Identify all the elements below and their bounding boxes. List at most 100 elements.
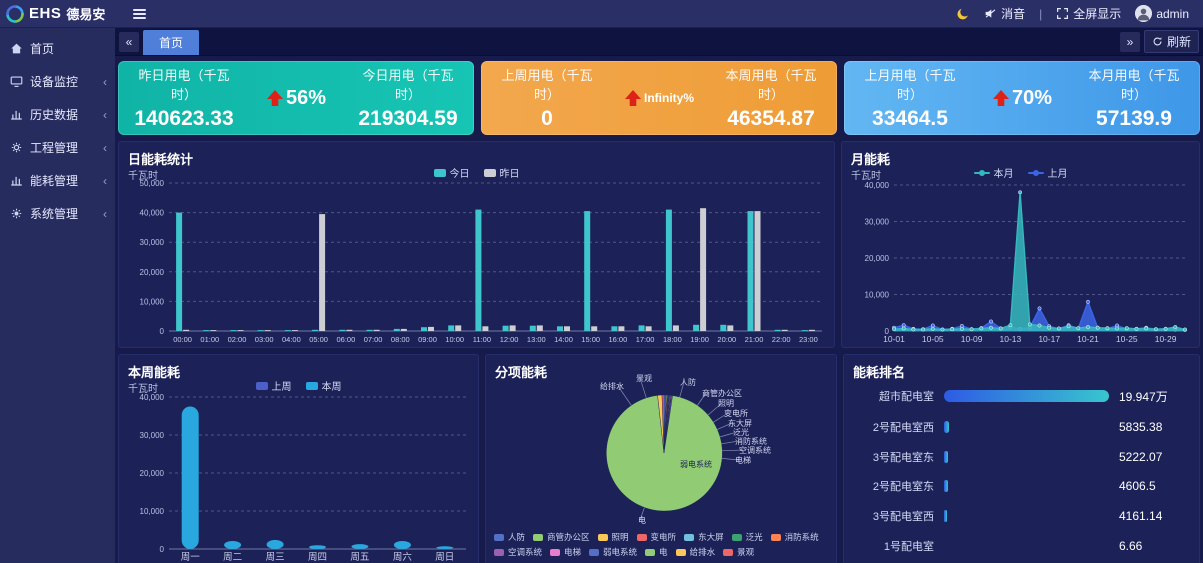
sidebar-item-home[interactable]: 首页 — [0, 32, 115, 65]
pie-label: 照明 — [718, 399, 734, 408]
panel-title: 本周能耗 — [128, 365, 181, 380]
svg-text:21:00: 21:00 — [745, 335, 764, 344]
legend-item[interactable]: 消防系统 — [770, 531, 819, 543]
card-value: 33464.5 — [872, 107, 948, 130]
sidebar-item-system-mgmt[interactable]: 系统管理 ‹ — [0, 197, 115, 230]
gear-icon — [11, 208, 22, 219]
bar — [176, 212, 183, 331]
theme-moon-icon[interactable] — [956, 7, 970, 21]
sidebar-item-history-data[interactable]: 历史数据 ‹ — [0, 98, 115, 131]
pie-leader-line — [721, 449, 744, 452]
bar — [611, 326, 618, 331]
pie-leader-line — [719, 431, 738, 438]
brand-cn-name: 德易安 — [66, 7, 106, 22]
sidebar-item-engineering[interactable]: 工程管理 ‹ — [0, 131, 115, 164]
ranking-bar — [944, 510, 948, 523]
svg-text:20,000: 20,000 — [865, 254, 890, 263]
pie-leader-line — [721, 440, 740, 445]
card-label: 上月用电（千瓦时） — [864, 68, 956, 102]
refresh-button[interactable]: 刷新 — [1143, 30, 1199, 53]
mute-button[interactable]: 消音 — [984, 5, 1025, 22]
tabs-expand-button[interactable]: » — [1119, 31, 1140, 52]
ranking-row: 3号配电室东 5222.07 — [850, 449, 1191, 465]
bar — [346, 329, 353, 331]
marker — [959, 326, 964, 331]
sidebar-item-label: 能耗管理 — [30, 174, 79, 188]
bar — [421, 327, 427, 331]
main-content: 昨日用电（千瓦时） 140623.33 56% 今日用电（千瓦时） 219304… — [115, 56, 1203, 563]
y-axis-unit: 千瓦时 — [128, 384, 158, 395]
bar — [482, 326, 489, 331]
svg-text:0: 0 — [160, 545, 165, 554]
card-value: 0 — [541, 107, 553, 130]
sidebar-item-energy-mgmt[interactable]: 能耗管理 ‹ — [0, 164, 115, 197]
fullscreen-button[interactable]: 全屏显示 — [1056, 5, 1121, 22]
svg-text:02:00: 02:00 — [228, 335, 247, 344]
sidebar-item-device-monitor[interactable]: 设备监控 ‹ — [0, 65, 115, 98]
legend-item[interactable]: 人防 — [494, 531, 525, 543]
bar — [319, 214, 326, 331]
tabs-collapse-button[interactable]: « — [119, 31, 139, 52]
legend-item[interactable]: 空调系统 — [494, 546, 542, 558]
legend-item[interactable]: 给排水 — [675, 546, 715, 558]
svg-text:0: 0 — [885, 327, 890, 336]
legend-item[interactable]: 弱电系统 — [589, 546, 637, 558]
bar — [366, 329, 373, 331]
navbar-divider: | — [1039, 6, 1043, 21]
pie-label: 空调系统 — [739, 446, 771, 455]
legend-item[interactable]: 景观 — [723, 546, 754, 558]
legend-item[interactable]: 泛光 — [731, 531, 763, 543]
ranking-value: 4606.5 — [1119, 479, 1156, 494]
svg-text:09:00: 09:00 — [418, 335, 437, 344]
legend-item[interactable]: 东大屏 — [684, 531, 724, 543]
svg-text:10,000: 10,000 — [140, 507, 165, 516]
legend-item[interactable]: 变电所 — [636, 531, 676, 543]
avatar — [1135, 5, 1153, 22]
legend-item[interactable]: 电 — [645, 546, 668, 558]
subitem-energy-panel: 分项能耗 人防 商管办公区 照明 变电所 东大屏 泛光 消防系统 空调系统 电梯 弱电系统电给排水… — [485, 354, 837, 563]
hamburger-menu-icon[interactable] — [133, 8, 146, 19]
svg-text:30,000: 30,000 — [140, 431, 165, 440]
marker — [989, 325, 993, 330]
weekly-energy-panel: 本周能耗 千瓦时 上周 本周 0 10,000 20,000 30,000 40,000 周… — [118, 354, 479, 563]
marker — [1027, 322, 1032, 327]
bar — [237, 330, 244, 331]
bar — [448, 325, 455, 331]
pie-label: 人防 — [680, 378, 696, 387]
marker — [1124, 326, 1129, 331]
bar — [257, 330, 264, 331]
legend-item[interactable]: 商管办公区 — [533, 531, 590, 543]
bar — [284, 330, 291, 331]
svg-text:17:00: 17:00 — [636, 335, 655, 344]
chevron-left-icon: ‹ — [103, 173, 107, 188]
svg-text:08:00: 08:00 — [391, 335, 410, 344]
legend-item[interactable]: 照明 — [597, 531, 629, 543]
legend-item[interactable]: 本周 — [305, 378, 342, 393]
pie-chart-legend: 人防 商管办公区 照明 变电所 东大屏 泛光 消防系统空调系统 电梯 弱电系统电给排水 景观 — [494, 531, 832, 558]
ranking-bar — [944, 420, 949, 433]
legend-item[interactable]: 昨日 — [483, 165, 520, 180]
card-value: 140623.33 — [134, 107, 234, 130]
ranking-row: 1号配电室 6.66 — [850, 538, 1191, 554]
chevron-left-icon: ‹ — [103, 206, 107, 221]
marker — [901, 326, 906, 331]
bar — [428, 326, 434, 331]
card-value: 57139.9 — [1096, 107, 1172, 130]
legend-item[interactable]: 上月 — [1027, 165, 1068, 180]
tab-home[interactable]: 首页 — [143, 30, 200, 55]
card-value: 219304.59 — [358, 107, 458, 130]
marker — [1105, 326, 1110, 331]
bar — [224, 541, 242, 549]
marker — [892, 327, 896, 332]
legend-item[interactable]: 上周 — [255, 378, 292, 393]
legend-item[interactable]: 今日 — [433, 165, 470, 180]
marker — [1018, 190, 1023, 195]
marker — [1076, 326, 1081, 331]
brand-logo-icon — [6, 4, 24, 23]
monthly-line-chart: 0 10,000 20,000 30,000 40,000 10-01 10-05 10-09… — [865, 181, 1187, 344]
svg-text:周二: 周二 — [223, 552, 242, 563]
daily-bar-chart: 0 10,000 20,000 30,000 40,000 50,000 00:00 01:0… — [140, 179, 822, 344]
legend-item[interactable]: 本月 — [973, 165, 1014, 180]
user-menu[interactable]: admin — [1135, 5, 1189, 22]
legend-item[interactable]: 电梯 — [550, 546, 581, 558]
